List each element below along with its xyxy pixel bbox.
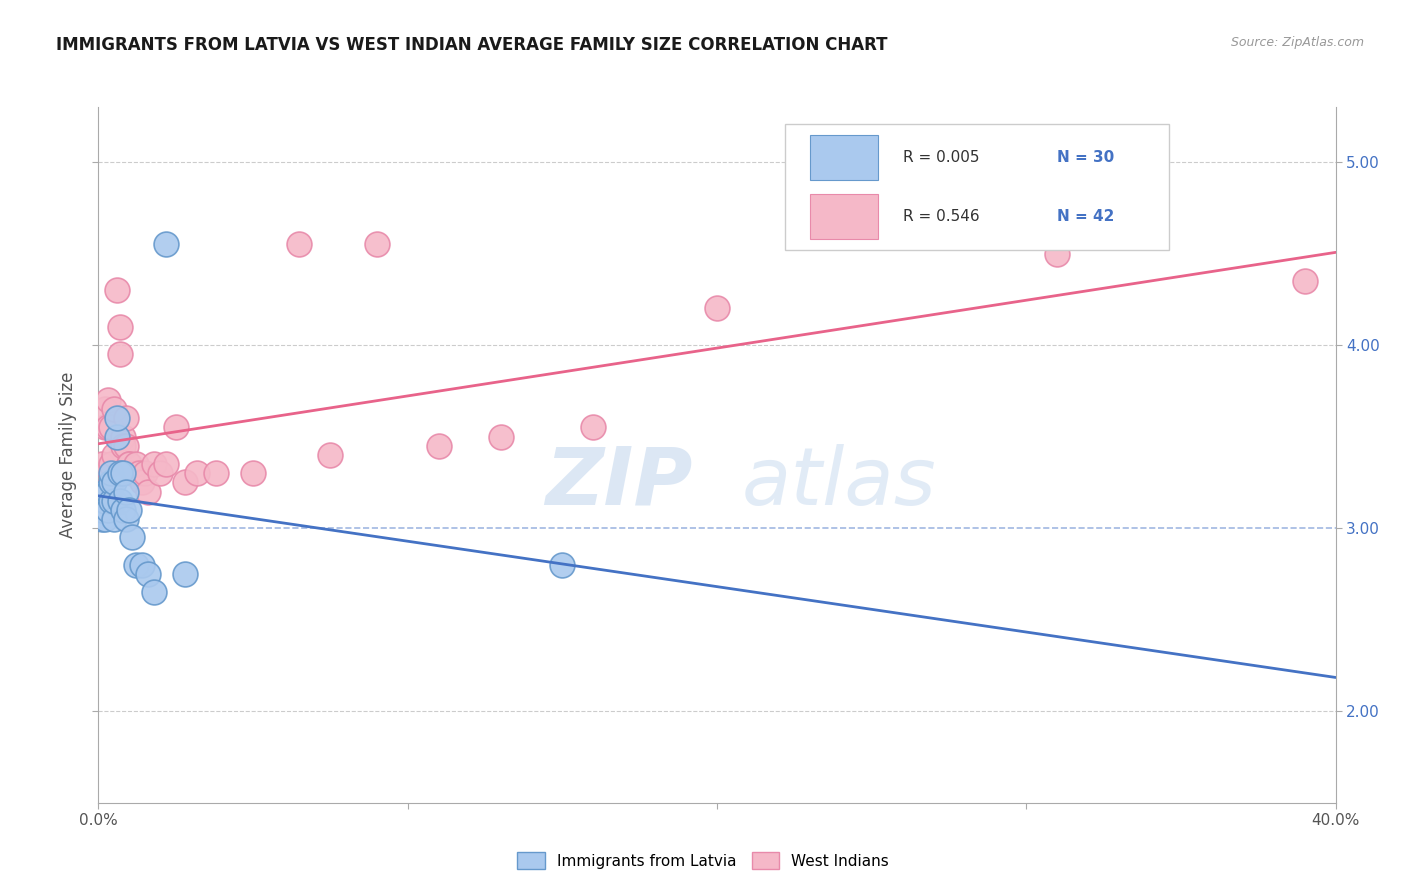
Point xyxy=(93,484,115,499)
Point xyxy=(112,503,135,517)
Text: Source: ZipAtlas.com: Source: ZipAtlas.com xyxy=(1230,36,1364,49)
Point xyxy=(489,429,512,443)
Point xyxy=(121,530,143,544)
Point xyxy=(366,237,388,252)
Point xyxy=(105,429,128,443)
Point xyxy=(124,558,146,572)
Point xyxy=(149,467,172,481)
Point xyxy=(105,283,128,297)
Point xyxy=(155,237,177,252)
FancyBboxPatch shape xyxy=(785,124,1168,250)
Text: ZIP: ZIP xyxy=(546,443,692,522)
Point xyxy=(155,457,177,471)
Point xyxy=(108,319,131,334)
Point xyxy=(131,558,153,572)
Point xyxy=(103,475,125,490)
Point xyxy=(112,467,135,481)
Point xyxy=(115,484,138,499)
Point xyxy=(103,402,125,417)
Point xyxy=(1046,246,1069,260)
Point xyxy=(115,411,138,425)
Point xyxy=(112,429,135,443)
Point xyxy=(205,467,228,481)
Point xyxy=(108,467,131,481)
Point xyxy=(121,467,143,481)
Point xyxy=(706,301,728,316)
Point xyxy=(186,467,208,481)
Point xyxy=(174,566,197,581)
Point xyxy=(143,585,166,599)
Y-axis label: Average Family Size: Average Family Size xyxy=(59,372,77,538)
Point xyxy=(93,420,115,434)
Point xyxy=(93,512,115,526)
Point xyxy=(582,420,605,434)
Bar xyxy=(810,194,877,239)
Point xyxy=(1294,274,1316,288)
Point xyxy=(131,475,153,490)
Point xyxy=(103,493,125,508)
Point xyxy=(136,484,159,499)
Point xyxy=(100,467,122,481)
Point xyxy=(97,503,120,517)
Point xyxy=(143,457,166,471)
Point xyxy=(97,484,120,499)
Point xyxy=(174,475,197,490)
Point xyxy=(93,402,115,417)
Point xyxy=(136,566,159,581)
Bar xyxy=(810,135,877,180)
Point xyxy=(118,457,141,471)
Legend: Immigrants from Latvia, West Indians: Immigrants from Latvia, West Indians xyxy=(510,846,896,875)
Point xyxy=(319,448,342,462)
Point xyxy=(242,467,264,481)
Point xyxy=(288,237,311,252)
Point xyxy=(115,512,138,526)
Point xyxy=(165,420,187,434)
Point xyxy=(93,493,115,508)
Text: N = 42: N = 42 xyxy=(1057,209,1115,224)
Point xyxy=(128,467,150,481)
Point xyxy=(90,484,112,499)
Text: atlas: atlas xyxy=(742,443,936,522)
Point xyxy=(112,439,135,453)
Point xyxy=(103,512,125,526)
Point xyxy=(100,457,122,471)
Point xyxy=(108,493,131,508)
Point xyxy=(103,448,125,462)
Point xyxy=(118,503,141,517)
Text: N = 30: N = 30 xyxy=(1057,150,1115,165)
Point xyxy=(124,457,146,471)
Point xyxy=(100,420,122,434)
Point xyxy=(427,439,450,453)
Point xyxy=(90,457,112,471)
Point xyxy=(551,558,574,572)
Point xyxy=(100,493,122,508)
Point xyxy=(97,392,120,407)
Text: IMMIGRANTS FROM LATVIA VS WEST INDIAN AVERAGE FAMILY SIZE CORRELATION CHART: IMMIGRANTS FROM LATVIA VS WEST INDIAN AV… xyxy=(56,36,887,54)
Point xyxy=(90,512,112,526)
Point xyxy=(100,475,122,490)
Point xyxy=(118,457,141,471)
Point xyxy=(134,467,156,481)
Point xyxy=(115,439,138,453)
Point xyxy=(97,420,120,434)
Point xyxy=(105,411,128,425)
Text: R = 0.546: R = 0.546 xyxy=(903,209,979,224)
Point xyxy=(108,347,131,361)
Text: R = 0.005: R = 0.005 xyxy=(903,150,979,165)
Point xyxy=(90,503,112,517)
